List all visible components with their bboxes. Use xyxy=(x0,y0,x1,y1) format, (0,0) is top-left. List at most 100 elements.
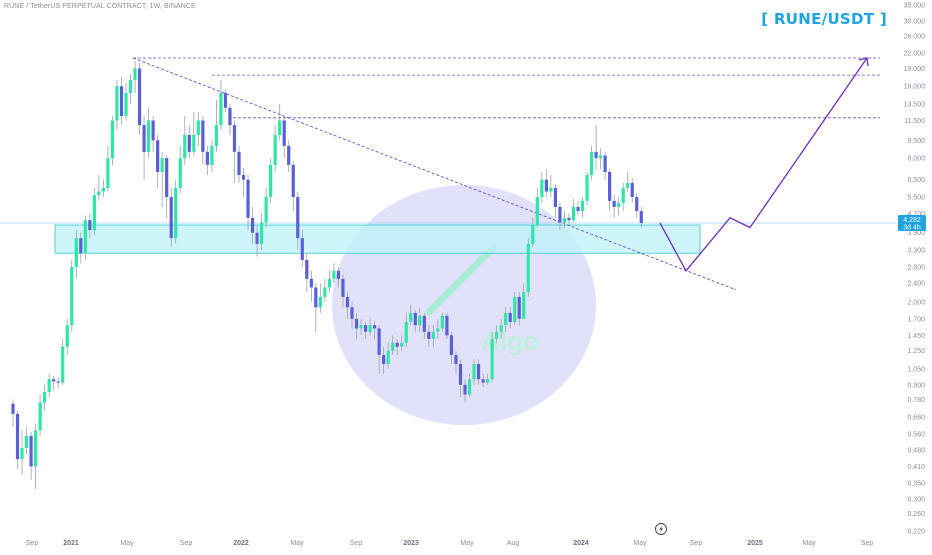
candle xyxy=(603,155,607,172)
symbol-header[interactable]: RUNE / TetherUS PERPETUAL CONTRACT, 1W, … xyxy=(4,3,196,10)
candle xyxy=(309,278,313,288)
candle xyxy=(237,151,241,176)
y-tick-label: 6.500 xyxy=(907,177,925,184)
candle xyxy=(499,325,503,332)
candle xyxy=(192,134,196,152)
y-tick-label: 3.300 xyxy=(907,248,925,255)
candle xyxy=(535,197,539,225)
candle xyxy=(219,92,223,126)
x-tick-label: May xyxy=(290,540,304,547)
candle xyxy=(178,158,182,188)
candle xyxy=(639,211,643,224)
candle xyxy=(368,325,372,332)
candle xyxy=(454,354,458,365)
x-tick-label: May xyxy=(120,540,134,547)
projection-path xyxy=(659,57,869,272)
candle xyxy=(83,220,87,254)
candle xyxy=(395,342,399,347)
candle xyxy=(291,164,295,198)
candle xyxy=(201,120,205,152)
x-tick-label: Sep xyxy=(180,540,193,547)
candle xyxy=(214,125,218,146)
candle xyxy=(300,238,304,260)
candle xyxy=(436,328,440,332)
candle xyxy=(264,197,268,223)
candle xyxy=(97,191,101,196)
candle xyxy=(196,120,200,135)
support-zone xyxy=(54,224,701,254)
candle xyxy=(305,259,309,279)
candle xyxy=(418,315,422,326)
lightning-icon-ring xyxy=(655,523,667,535)
candle xyxy=(359,325,363,329)
price-axis[interactable]: 35.000 30.000 26.000 22.000 19.000 16.000 13.5… xyxy=(904,3,926,536)
candle xyxy=(65,325,69,347)
candle xyxy=(391,342,395,351)
y-tick-label: 0.260 xyxy=(907,511,925,518)
lightning-icon[interactable] xyxy=(655,523,667,535)
candle xyxy=(558,206,562,223)
candle xyxy=(508,312,512,322)
candle xyxy=(513,296,517,322)
candle xyxy=(400,342,404,347)
candle xyxy=(183,134,187,159)
candle xyxy=(354,318,359,329)
y-tick-label: 0.780 xyxy=(907,397,925,404)
trendline xyxy=(132,57,737,291)
price-tag-box xyxy=(898,214,926,231)
candle xyxy=(617,202,621,207)
candle xyxy=(115,86,119,121)
candle xyxy=(11,403,15,414)
x-tick-label: May xyxy=(633,540,647,547)
candle xyxy=(341,278,345,297)
candle xyxy=(70,267,74,326)
candle xyxy=(630,182,634,198)
candle xyxy=(449,335,454,355)
y-tick-label: 30.000 xyxy=(904,18,926,25)
candle xyxy=(544,179,548,192)
candle xyxy=(260,222,264,244)
y-tick-label: 8.000 xyxy=(907,156,925,163)
x-tick-label: Sep xyxy=(690,540,703,547)
candle xyxy=(635,197,639,212)
y-tick-label: 1.250 xyxy=(907,348,925,355)
candle xyxy=(232,125,237,152)
y-tick-label: 2.000 xyxy=(907,299,925,306)
y-tick-label: 22.000 xyxy=(904,51,926,58)
candle xyxy=(594,151,598,159)
candle xyxy=(522,292,526,319)
y-tick-label: 2.800 xyxy=(907,265,925,272)
candle xyxy=(278,120,282,135)
y-tick-label: 13.500 xyxy=(904,101,926,108)
x-tick-label: May xyxy=(802,540,816,547)
candle xyxy=(282,120,286,146)
y-tick-label: 26.000 xyxy=(904,33,926,40)
candle xyxy=(47,379,51,392)
time-axis[interactable]: Sep 2021 May Sep 2022 May Sep 2023 May Aug 2024 May… xyxy=(26,540,874,547)
candle xyxy=(74,238,78,268)
candle xyxy=(386,350,390,365)
candle xyxy=(336,270,341,279)
candle xyxy=(133,68,137,80)
candle xyxy=(580,200,585,212)
candle xyxy=(250,217,255,233)
candle xyxy=(20,447,24,460)
y-tick-label: 2.400 xyxy=(907,281,925,288)
candle xyxy=(404,321,408,343)
candle xyxy=(585,175,589,201)
candle xyxy=(165,158,169,198)
y-tick-label: 4.700 xyxy=(907,211,925,218)
candle xyxy=(413,312,417,326)
candle xyxy=(223,92,228,108)
candle xyxy=(156,140,160,172)
candle xyxy=(463,384,467,395)
candle xyxy=(296,197,300,239)
candle xyxy=(323,287,327,297)
candle xyxy=(553,187,557,207)
pair-title: [ RUNE/USDT ] xyxy=(761,10,887,28)
y-tick-label: 1.700 xyxy=(907,316,925,323)
y-tick-label: 0.900 xyxy=(907,382,925,389)
candle xyxy=(269,164,273,198)
candle xyxy=(490,338,494,380)
